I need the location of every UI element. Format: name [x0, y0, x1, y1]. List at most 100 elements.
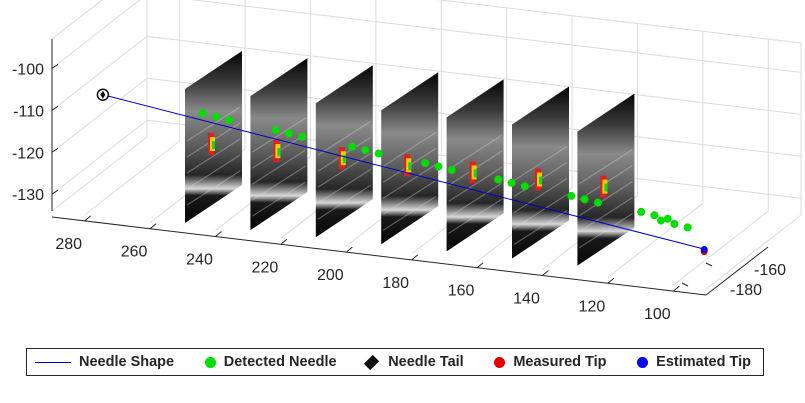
x-tick — [84, 215, 92, 222]
tissue-streak — [513, 193, 568, 230]
x-tick-label: 120 — [579, 298, 606, 315]
x-grid-floor — [607, 202, 704, 278]
tissue-streak — [382, 131, 437, 167]
detection-green — [473, 169, 477, 178]
tissue-streak — [317, 168, 372, 204]
detected-needle-point — [580, 195, 589, 204]
ultrasound-slice — [185, 51, 242, 223]
detection-green — [277, 148, 281, 157]
needle-3d-plot: 280 260 240 220 200 180 160 140 120 100 -100 -110 -1… — [12, 0, 802, 323]
legend-label: Estimated Tip — [656, 354, 751, 370]
detection-green — [342, 155, 346, 164]
estimated-tip-marker — [700, 246, 708, 254]
z-tick-label: -110 — [13, 103, 44, 120]
x-tick — [542, 270, 549, 276]
ultrasound-slice — [512, 86, 569, 259]
detected-needle-point — [284, 129, 293, 138]
detection-green — [212, 141, 215, 149]
tissue-streak — [252, 181, 306, 217]
detected-needle-point — [298, 132, 307, 141]
tissue-streak — [579, 181, 633, 217]
detected-needle-point — [447, 165, 456, 174]
x-tick-label: 220 — [252, 259, 279, 276]
x-tick-label: 260 — [121, 244, 148, 261]
z-tick — [51, 189, 59, 195]
legend-label: Needle Shape — [79, 354, 175, 370]
x-tick — [476, 262, 484, 269]
tissue-streak — [579, 197, 633, 233]
tissue-streak — [513, 177, 568, 214]
needle-shape-line — [102, 94, 705, 250]
legend-label: Measured Tip — [513, 354, 607, 370]
detected-needle-point — [683, 223, 692, 232]
tissue-streak — [513, 209, 568, 246]
z-tick — [51, 63, 59, 69]
tissue-streak — [252, 165, 306, 201]
tissue-streak — [186, 106, 241, 142]
z-tick — [51, 105, 59, 111]
detected-needle-point — [494, 175, 503, 184]
tissue-streak — [382, 195, 437, 231]
detected-needle-point — [374, 149, 383, 158]
tissue-streak — [579, 213, 633, 249]
y-axis-line — [705, 246, 769, 296]
detection-green — [408, 162, 412, 171]
ultrasound-slices — [185, 51, 635, 266]
x-tick — [411, 254, 419, 261]
x-tick — [345, 246, 353, 253]
tissue-streak — [317, 184, 372, 220]
z-tick-label: -120 — [12, 145, 44, 162]
x-tick — [672, 285, 680, 292]
x-grid-floor — [672, 210, 769, 286]
x-tick — [607, 277, 615, 284]
z-tick — [51, 147, 59, 153]
tissue-streak — [186, 154, 241, 190]
detected-needle-point — [434, 162, 443, 171]
y-tick — [681, 282, 689, 287]
y-tick — [705, 262, 713, 267]
data-marks — [96, 88, 708, 256]
x-tick-label: 280 — [55, 236, 82, 253]
x-tick-label: 140 — [513, 291, 540, 308]
x-tick — [280, 238, 288, 245]
tissue-streak — [579, 149, 633, 185]
z-grid-left — [51, 77, 148, 153]
legend-item-needle-tail: Needle Tail — [364, 354, 464, 370]
detected-needle-point — [520, 182, 529, 191]
detected-needle-point — [271, 126, 280, 135]
tissue-streak — [513, 145, 568, 182]
tissue-streak — [448, 182, 502, 218]
detection-green — [539, 176, 542, 185]
tissue-streak — [186, 170, 241, 206]
z-grid-left — [51, 35, 148, 111]
needle-tail-marker — [100, 90, 106, 99]
floor-side — [51, 136, 802, 290]
needle-shape-line-icon — [35, 361, 71, 363]
back-wall — [146, 0, 802, 215]
x-grid-floor — [84, 140, 181, 216]
detected-needle-point — [663, 214, 672, 223]
tissue-streak — [252, 149, 306, 185]
detected-needle-point — [593, 198, 602, 207]
blue-dot-icon — [637, 356, 649, 368]
detected-needle-point — [637, 207, 646, 216]
x-axis-line — [51, 216, 707, 296]
detected-needle-point — [650, 211, 659, 220]
legend-item-measured-tip: Measured Tip — [494, 354, 607, 370]
ultrasound-slice — [577, 93, 635, 266]
z-grid-back — [146, 35, 802, 115]
legend-item-estimated-tip: Estimated Tip — [637, 354, 751, 370]
ultrasound-slice — [315, 65, 373, 238]
detected-needle-point — [211, 112, 220, 121]
x-tick-label: 100 — [644, 306, 671, 323]
tissue-streak — [186, 138, 241, 174]
plot-axes: 280 260 240 220 200 180 160 140 120 100 -100 -110 -1… — [12, 39, 786, 323]
tissue-streak — [448, 134, 502, 170]
y-tick-label: -160 — [754, 262, 786, 279]
x-tick-label: 160 — [448, 283, 475, 300]
tissue-streak — [382, 179, 437, 215]
black-diamond-icon — [364, 354, 380, 370]
detected-needle-point — [421, 159, 430, 168]
z-tick-label: -130 — [12, 187, 44, 204]
tissue-streak — [382, 163, 437, 199]
